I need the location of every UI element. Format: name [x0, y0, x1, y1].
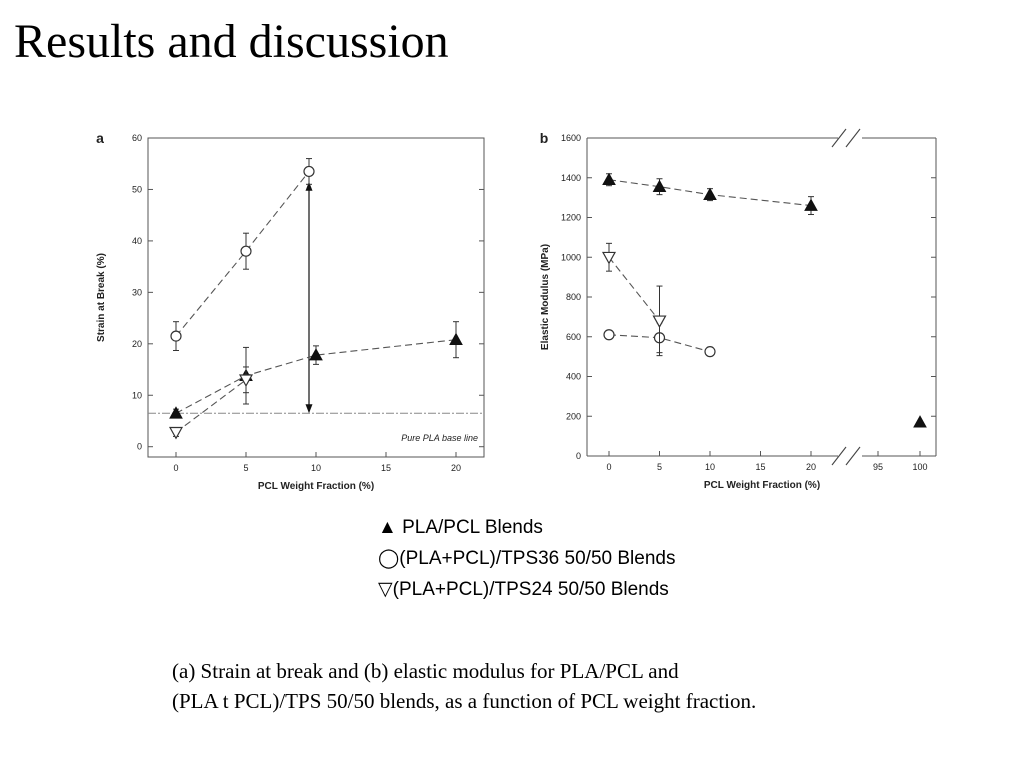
data-point-filled-triangle	[449, 332, 463, 345]
series-line	[175, 339, 457, 414]
x-tick-label: 5	[243, 463, 248, 473]
x-tick-label: 5	[657, 462, 662, 472]
panel-a-label: a	[96, 130, 104, 146]
x-tick-label: 95	[873, 462, 883, 472]
caption-line-2: (PLA t PCL)/TPS 50/50 blends, as a funct…	[172, 689, 757, 713]
y-tick-label: 1400	[561, 173, 581, 183]
y-tick-label: 30	[132, 287, 142, 297]
y-tick-label: 400	[566, 372, 581, 382]
legend-item-tps24: ▽(PLA+PCL)/TPS24 50/50 Blends	[378, 574, 675, 605]
x-axis-label: PCL Weight Fraction (%)	[258, 481, 374, 492]
data-point-filled-triangle	[652, 179, 667, 192]
legend-item-tps36: ◯(PLA+PCL)/TPS36 50/50 Blends	[378, 543, 675, 574]
data-point-filled-triangle	[703, 187, 717, 200]
series-line	[608, 256, 660, 322]
panel-a-frame	[147, 137, 485, 458]
y-tick-label: 40	[132, 236, 142, 246]
legend-label: PLA/PCL Blends	[396, 517, 543, 538]
data-point-filled-triangle	[169, 406, 183, 419]
data-point-filled-triangle	[804, 198, 818, 211]
panel-b-label: b	[540, 130, 549, 146]
legend-symbol-filled-triangle: ▲	[378, 517, 397, 538]
y-tick-label: 10	[132, 390, 142, 400]
data-point-open-circle	[170, 330, 182, 342]
y-axis-label: Strain at Break (%)	[96, 253, 107, 342]
x-tick-label: 0	[173, 463, 178, 473]
data-point-open-triangle-down	[601, 251, 617, 265]
y-tick-label: 0	[576, 451, 581, 461]
data-point-filled-triangle	[913, 415, 927, 428]
x-tick-label: 10	[311, 463, 321, 473]
series-line	[608, 179, 812, 207]
x-tick-label: 20	[806, 462, 816, 472]
axis-break-mark	[831, 128, 847, 148]
y-tick-label: 0	[137, 442, 142, 452]
y-tick-label: 800	[566, 292, 581, 302]
caption-line-1: (a) Strain at break and (b) elastic modu…	[172, 659, 679, 683]
axis-break-mark	[831, 446, 847, 466]
data-point-filled-triangle	[309, 348, 323, 361]
legend: ▲ PLA/PCL Blends ◯(PLA+PCL)/TPS36 50/50 …	[378, 512, 675, 605]
arrow-head	[305, 181, 313, 191]
series-line	[175, 379, 247, 433]
y-tick-label: 600	[566, 332, 581, 342]
legend-item-pla-pcl: ▲ PLA/PCL Blends	[378, 512, 675, 543]
axis-break-mark	[845, 128, 861, 148]
data-point-open-circle	[240, 245, 252, 257]
figure-caption: (a) Strain at break and (b) elastic modu…	[172, 656, 756, 716]
x-tick-label: 15	[755, 462, 765, 472]
data-point-open-triangle-down	[238, 374, 254, 388]
baseline-annotation: Pure PLA base line	[401, 433, 478, 443]
y-tick-label: 200	[566, 411, 581, 421]
data-point-open-triangle-down	[652, 315, 667, 329]
y-tick-label: 1200	[561, 213, 581, 223]
page-title: Results and discussion	[14, 15, 449, 68]
x-tick-label: 0	[606, 462, 611, 472]
data-point-open-circle	[704, 346, 716, 358]
x-tick-label: 100	[912, 462, 927, 472]
x-tick-label: 20	[451, 463, 461, 473]
legend-label: (PLA+PCL)/TPS24 50/50 Blends	[392, 579, 669, 600]
data-point-open-triangle-down	[168, 426, 184, 440]
data-point-filled-triangle	[602, 172, 616, 186]
x-tick-label: 10	[705, 462, 715, 472]
legend-symbol-open-triangle-down: ▽	[378, 579, 393, 600]
x-tick-label: 15	[381, 463, 391, 473]
legend-label: (PLA+PCL)/TPS36 50/50 Blends	[399, 548, 676, 569]
legend-symbol-open-circle: ◯	[378, 548, 400, 569]
y-tick-label: 50	[132, 184, 142, 194]
arrow-head	[305, 404, 313, 414]
y-axis-label: Elastic Modulus (MPa)	[540, 244, 551, 350]
y-tick-label: 60	[132, 133, 142, 143]
y-tick-label: 20	[132, 339, 142, 349]
y-tick-label: 1600	[561, 133, 581, 143]
data-point-open-circle	[603, 329, 615, 341]
axis-break-mark	[845, 446, 861, 466]
data-point-open-circle	[303, 165, 315, 178]
y-tick-label: 1000	[561, 252, 581, 262]
x-axis-label: PCL Weight Fraction (%)	[704, 480, 820, 491]
